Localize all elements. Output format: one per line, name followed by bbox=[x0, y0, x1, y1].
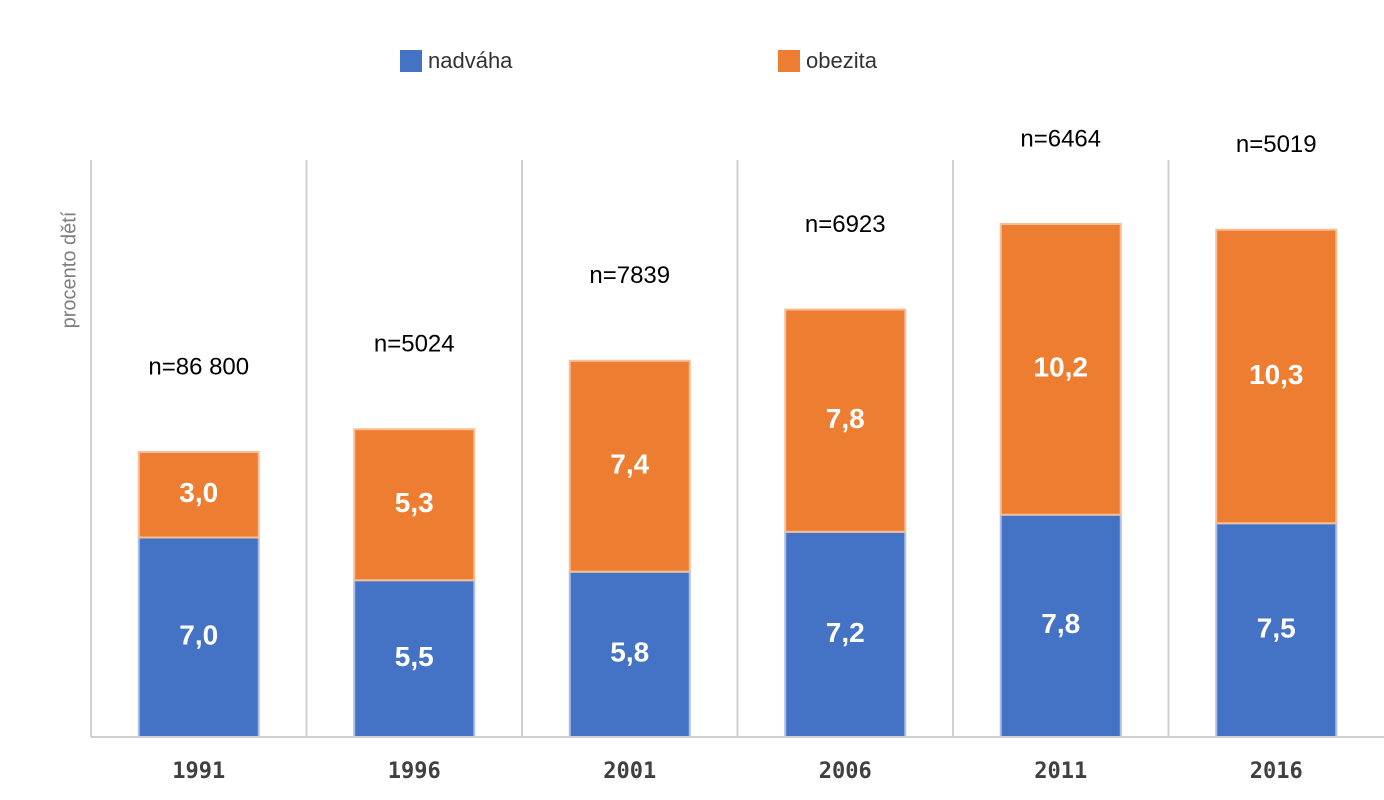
bar-obezita bbox=[568, 359, 691, 573]
data-label: 5,3 bbox=[395, 487, 434, 518]
legend-label-obezita: obezita bbox=[806, 48, 877, 73]
data-label: 7,8 bbox=[826, 403, 865, 434]
data-label: 7,0 bbox=[179, 620, 218, 651]
data-label: 7,5 bbox=[1257, 613, 1296, 644]
x-tick-label: 1996 bbox=[388, 759, 441, 784]
sample-size-label: n=7839 bbox=[589, 262, 670, 289]
data-label: 10,3 bbox=[1249, 359, 1304, 390]
bar-obezita bbox=[784, 308, 907, 533]
bar-obezita bbox=[137, 451, 260, 539]
x-tick-label: 2006 bbox=[819, 759, 872, 784]
sample-size-label: n=6923 bbox=[805, 211, 886, 238]
bar-obezita bbox=[353, 428, 476, 582]
data-label: 7,2 bbox=[826, 617, 865, 648]
sample-size-label: n=5024 bbox=[374, 331, 455, 358]
bar-obezita bbox=[1215, 228, 1338, 525]
bar-obezita bbox=[999, 223, 1122, 516]
bar-nadvaha bbox=[137, 536, 260, 738]
data-label: 7,4 bbox=[610, 449, 649, 480]
x-tick-label: 2016 bbox=[1250, 759, 1303, 784]
bar-nadvaha bbox=[784, 530, 907, 738]
x-tick-label: 1991 bbox=[172, 759, 225, 784]
sample-size-label: n=5019 bbox=[1236, 131, 1317, 158]
data-label: 3,0 bbox=[179, 477, 218, 508]
bar-nadvaha bbox=[1215, 522, 1338, 738]
bar-nadvaha bbox=[353, 579, 476, 738]
sample-size-label: n=86 800 bbox=[148, 353, 249, 380]
data-label: 7,8 bbox=[1041, 608, 1080, 639]
legend-label-nadvaha: nadváha bbox=[428, 48, 513, 73]
legend-swatch-obezita bbox=[778, 50, 800, 72]
sample-size-label: n=6464 bbox=[1020, 125, 1101, 152]
x-tick-label: 2011 bbox=[1034, 759, 1087, 784]
legend-item-obezita: obezita bbox=[778, 48, 877, 74]
data-label: 5,8 bbox=[610, 637, 649, 668]
data-label: 5,5 bbox=[395, 641, 434, 672]
x-tick-label: 2001 bbox=[603, 759, 656, 784]
bar-nadvaha bbox=[999, 513, 1122, 739]
legend-swatch-nadvaha bbox=[400, 50, 422, 72]
data-label: 10,2 bbox=[1034, 352, 1089, 383]
legend-item-nadvaha: nadváha bbox=[400, 48, 512, 74]
legend: nadváha obezita bbox=[0, 48, 1384, 78]
